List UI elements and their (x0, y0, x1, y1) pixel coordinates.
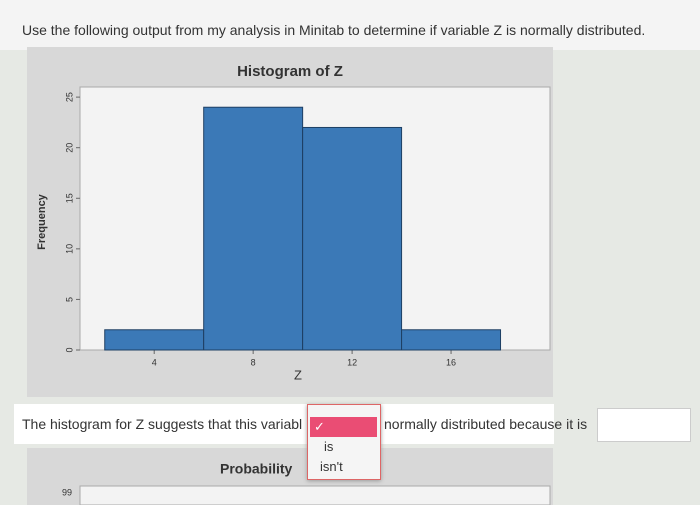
y-tick-label: 25 (64, 92, 74, 102)
answer-before: The histogram for Z suggests that this v… (22, 416, 303, 432)
dropdown[interactable]: ✓ is isn't (307, 404, 381, 480)
next-chart-title: Probability (220, 461, 293, 477)
bar (104, 329, 205, 351)
answer-after: normally distributed because it is (384, 416, 588, 432)
x-tick-label: 8 (251, 357, 256, 367)
x-axis-label: Z (294, 367, 302, 382)
y-tick-label: 5 (64, 297, 74, 302)
bar (203, 106, 304, 351)
y-tick-label: 0 (64, 347, 74, 352)
dropdown-option[interactable]: is (324, 439, 334, 454)
y-axis-label: Frequency (36, 193, 48, 250)
dropdown-option[interactable]: isn't (320, 459, 343, 474)
header-band (0, 0, 700, 50)
bar (302, 126, 403, 351)
chart-title: Histogram of Z (237, 63, 343, 80)
x-tick-label: 16 (446, 357, 456, 367)
next-chart-tick: 99 (62, 487, 72, 497)
bar (401, 329, 502, 351)
y-tick-label: 10 (64, 244, 74, 254)
x-tick-label: 4 (152, 357, 157, 367)
question: Use the following output from my analysi… (22, 22, 646, 38)
answer-input[interactable] (597, 408, 691, 442)
answer-band (14, 404, 554, 444)
y-tick-label: 15 (64, 193, 74, 203)
y-tick-label: 20 (64, 143, 74, 153)
dropdown-selected[interactable]: ✓ (310, 417, 377, 437)
x-tick-label: 12 (347, 357, 357, 367)
next-plot-area (79, 485, 551, 505)
